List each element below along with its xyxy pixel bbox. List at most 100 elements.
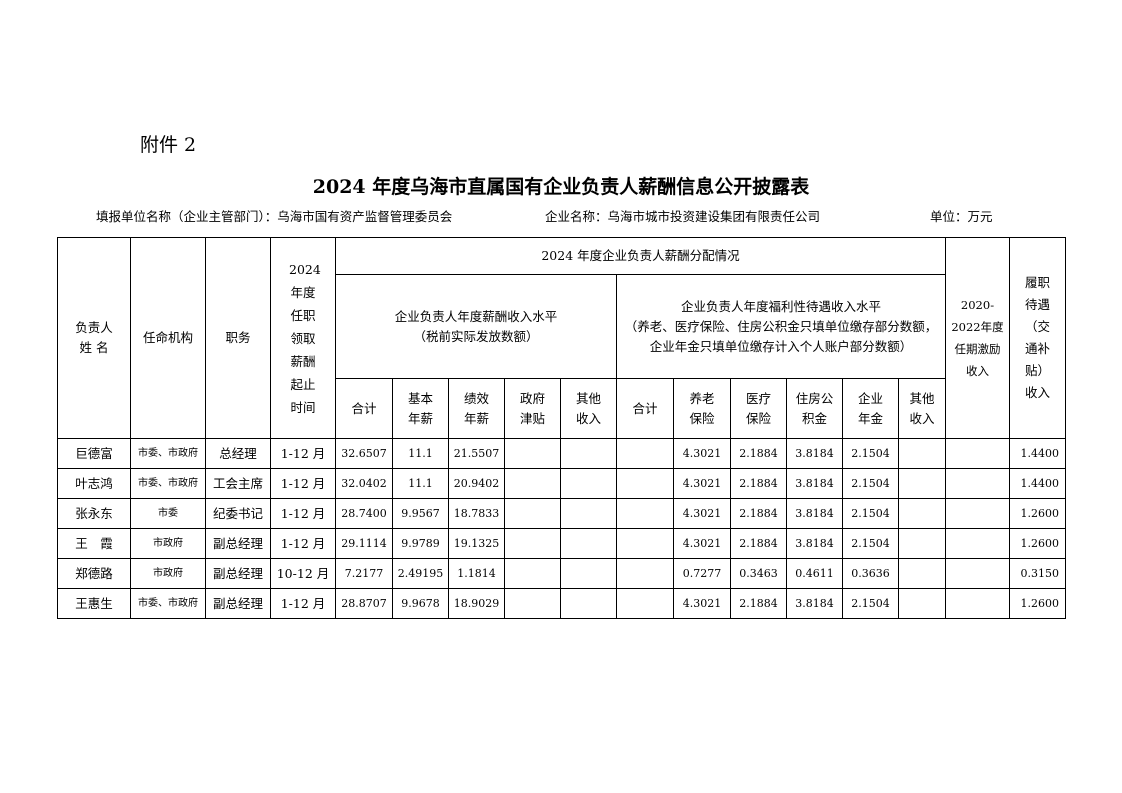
table-row: 王 霞市政府 副总经理 1-12 月 29.1114 9.9789 19.1325 4.30… — [57, 528, 1066, 559]
cell — [945, 468, 1010, 499]
cell — [945, 498, 1010, 529]
cell: 1-12 月 — [270, 468, 336, 499]
cell: 2.1504 — [842, 528, 899, 559]
cell: 0.3636 — [842, 558, 899, 589]
cell: 3.8184 — [786, 528, 843, 559]
cell: 3.8184 — [786, 498, 843, 529]
cell: 市委、市政府 — [130, 438, 206, 469]
header-pension: 养老保险 — [673, 378, 731, 439]
cell: 市政府 — [130, 528, 206, 559]
cell: 28.7400 — [335, 498, 393, 529]
header-name: 负责人姓 名 — [57, 237, 131, 439]
cell: 纪委书记 — [205, 498, 271, 529]
cell — [504, 528, 561, 559]
cell: 3.8184 — [786, 588, 843, 619]
cell: 11.1 — [392, 468, 449, 499]
cell — [560, 498, 617, 529]
cell: 4.3021 — [673, 438, 731, 469]
cell — [560, 438, 617, 469]
cell: 0.3150 — [1009, 558, 1066, 589]
header-welfare-group: 企业负责人年度福利性待遇收入水平 （养老、医疗保险、住房公积金只填单位缴存部分数额… — [616, 274, 946, 379]
table-row: 王惠生 市委、市政府 副总经理 1-12 月 28.8707 9.9678 18.9029 4… — [57, 588, 1066, 619]
cell: 总经理 — [205, 438, 271, 469]
cell: 4.3021 — [673, 588, 731, 619]
cell: 2.1504 — [842, 468, 899, 499]
company-name: 企业名称：乌海市城市投资建设集团有限责任公司 — [545, 209, 821, 224]
cell: 叶志鸿 — [57, 468, 131, 499]
cell: 工会主席 — [205, 468, 271, 499]
header-other2: 其他收入 — [898, 378, 946, 439]
cell: 市委 — [130, 498, 206, 529]
cell: 9.9567 — [392, 498, 449, 529]
cell — [616, 498, 674, 529]
cell — [898, 588, 946, 619]
cell — [945, 528, 1010, 559]
cell: 2.1884 — [730, 438, 787, 469]
cell: 7.2177 — [335, 558, 393, 589]
cell — [504, 558, 561, 589]
table-row: 郑德路 市政府 副总经理 10-12 月 7.2177 2.49195 1.1814 0.72… — [57, 558, 1066, 589]
header-org: 任命机构 — [130, 237, 206, 439]
cell: 1-12 月 — [270, 438, 336, 469]
cell: 1.2600 — [1009, 498, 1066, 529]
salary-table: 负责人姓 名 任命机构 职务 2024年度任职领取薪酬起止时间 2024 年度企… — [57, 237, 1066, 619]
header-perf: 绩效年薪 — [448, 378, 505, 439]
cell: 郑德路 — [57, 558, 131, 589]
cell — [504, 588, 561, 619]
cell: 市委、市政府 — [130, 588, 206, 619]
cell: 2.1884 — [730, 468, 787, 499]
cell: 2.1504 — [842, 588, 899, 619]
cell: 副总经理 — [205, 588, 271, 619]
cell — [616, 438, 674, 469]
cell: 10-12 月 — [270, 558, 336, 589]
cell: 0.7277 — [673, 558, 731, 589]
header-total: 合计 — [335, 378, 393, 439]
header-total2: 合计 — [616, 378, 674, 439]
cell: 1-12 月 — [270, 498, 336, 529]
cell: 32.0402 — [335, 468, 393, 499]
header-position: 职务 — [205, 237, 271, 439]
cell — [560, 528, 617, 559]
cell: 4.3021 — [673, 498, 731, 529]
cell — [560, 468, 617, 499]
cell: 1.2600 — [1009, 528, 1066, 559]
cell: 4.3021 — [673, 528, 731, 559]
cell: 1-12 月 — [270, 588, 336, 619]
cell: 王 霞 — [57, 528, 131, 559]
header-distribution: 2024 年度企业负责人薪酬分配情况 — [335, 237, 946, 275]
cell — [945, 438, 1010, 469]
cell: 2.1504 — [842, 438, 899, 469]
cell: 3.8184 — [786, 438, 843, 469]
cell: 1.4400 — [1009, 438, 1066, 469]
cell: 2.1884 — [730, 498, 787, 529]
cell — [616, 558, 674, 589]
cell: 3.8184 — [786, 468, 843, 499]
cell: 20.9402 — [448, 468, 505, 499]
cell: 0.3463 — [730, 558, 787, 589]
cell: 2.1884 — [730, 528, 787, 559]
cell — [504, 498, 561, 529]
header-gov: 政府津贴 — [504, 378, 561, 439]
table-row: 巨德富 市委、市政府 总经理 1-12 月 32.6507 11.1 21.5507 4.30… — [57, 438, 1066, 469]
cell: 19.1325 — [448, 528, 505, 559]
cell: 29.1114 — [335, 528, 393, 559]
cell: 2.1884 — [730, 588, 787, 619]
cell — [898, 468, 946, 499]
cell: 副总经理 — [205, 528, 271, 559]
cell — [898, 438, 946, 469]
cell: 市政府 — [130, 558, 206, 589]
cell: 4.3021 — [673, 468, 731, 499]
header-base: 基本年薪 — [392, 378, 449, 439]
cell — [898, 528, 946, 559]
currency-unit: 单位：万元 — [930, 209, 993, 224]
header-other: 其他收入 — [560, 378, 617, 439]
header-medical: 医疗保险 — [730, 378, 787, 439]
cell — [560, 558, 617, 589]
cell: 副总经理 — [205, 558, 271, 589]
header-period: 2024年度任职领取薪酬起止时间 — [270, 237, 336, 439]
cell: 1.2600 — [1009, 588, 1066, 619]
attachment-label: 附件 2 — [140, 134, 197, 156]
page-title: 2024 年度乌海市直属国有企业负责人薪酬信息公开披露表 — [312, 176, 810, 198]
cell: 1.4400 — [1009, 468, 1066, 499]
cell: 王惠生 — [57, 588, 131, 619]
